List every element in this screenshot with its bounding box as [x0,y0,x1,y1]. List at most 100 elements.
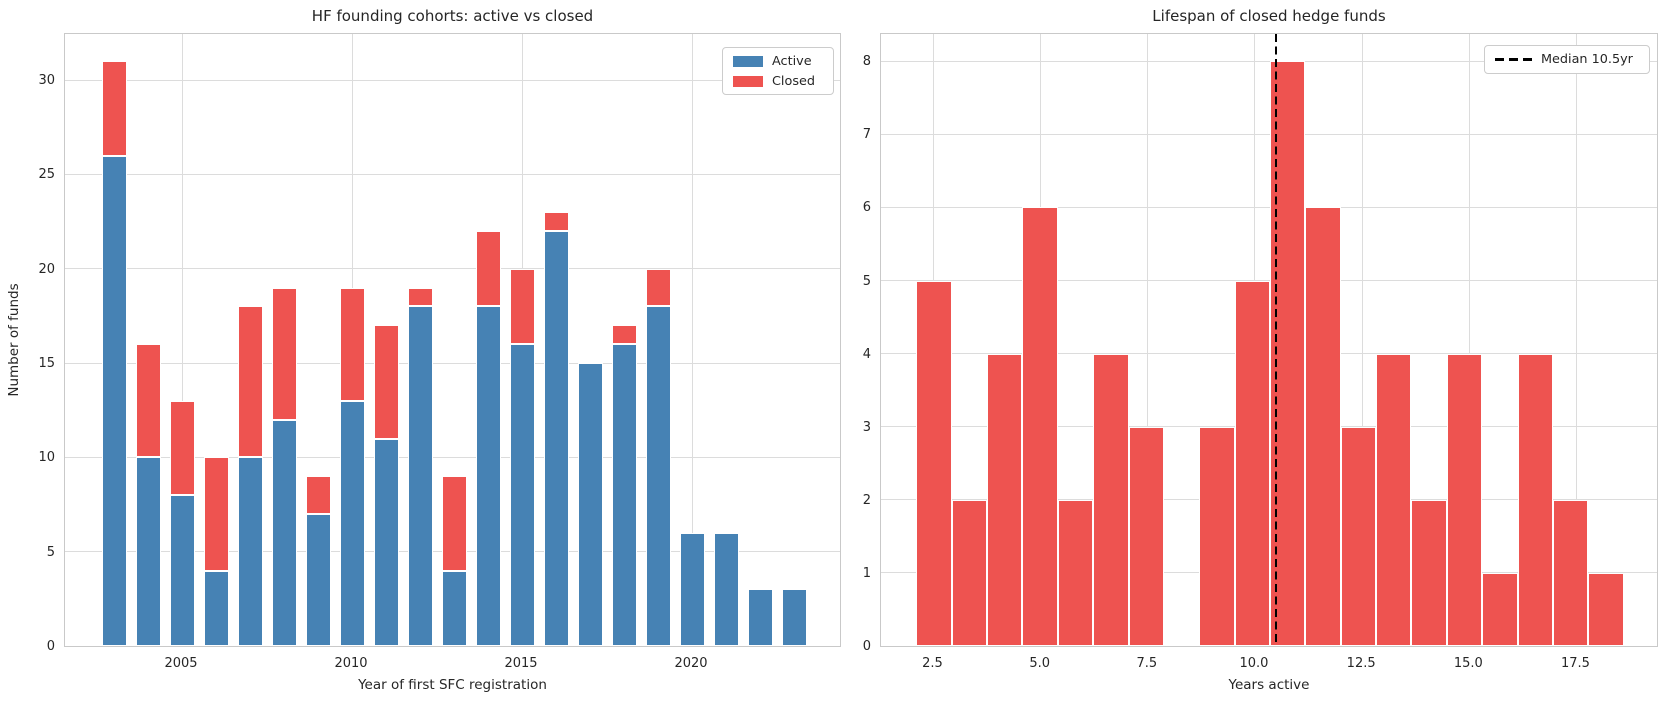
active-bar-segment [509,344,535,646]
y-axis-tick-label: 1 [862,565,871,581]
active-bar-segment [645,306,671,646]
active-bar-segment [543,231,569,646]
horizontal-gridline [65,79,840,81]
closed-bar-segment [271,287,297,420]
y-axis-tick-label: 30 [38,73,55,89]
y-axis-tick-label: 8 [862,54,871,70]
left-legend: Active Closed [722,47,834,95]
active-legend-swatch [733,55,763,67]
y-axis-tick-label: 5 [862,273,871,289]
y-axis-tick-label: 2 [862,492,871,508]
closed-bar-segment [543,212,569,232]
closed-bar-segment [509,268,535,345]
left-chart-title: HF founding cohorts: active vs closed [311,7,594,25]
median-legend-label: Median 10.5yr [1541,52,1633,67]
closed-bar-segment [237,306,263,458]
horizontal-gridline [65,173,840,175]
vertical-gridline [1468,34,1470,646]
closed-bar-segment [407,287,433,307]
closed-bar-segment [305,476,331,514]
histogram-bar [1128,426,1164,646]
x-axis-tick-label: 12.5 [1346,656,1376,671]
histogram-bar [1340,426,1377,646]
active-bar-segment [169,495,195,646]
histogram-bar [1482,572,1518,646]
legend-row-closed: Closed [733,74,823,89]
left-y-axis-label: Number of funds [6,283,22,397]
active-bar-segment [747,589,773,646]
x-axis-tick-label: 10.0 [1239,656,1269,671]
histogram-bar [1376,353,1412,646]
histogram-bar [1057,499,1094,646]
histogram-bar [1446,353,1483,646]
closed-bar-segment [135,344,161,458]
legend-row-active: Active [733,54,823,69]
closed-bar-segment [475,231,501,307]
horizontal-gridline [65,268,840,270]
histogram-bar [1093,353,1129,646]
closed-bar-segment [373,325,399,439]
y-axis-tick-label: 0 [46,639,55,654]
closed-bar-segment [611,325,637,345]
right-chart-title: Lifespan of closed hedge funds [1152,7,1386,25]
y-axis-tick-label: 25 [38,167,55,183]
left-plot-area: Active Closed [64,33,841,647]
y-axis-tick-label: 5 [46,544,55,560]
x-axis-tick-label: 2.5 [922,656,943,671]
histogram-bar [951,499,988,646]
x-axis-tick-label: 2005 [164,656,198,671]
closed-bar-segment [645,268,671,307]
active-bar-segment [305,513,331,646]
x-axis-tick-label: 15.0 [1453,656,1483,671]
active-bar-segment [611,344,637,646]
histogram-bar [987,353,1023,646]
histogram-bar [916,280,952,646]
x-axis-tick-label: 2015 [504,656,538,671]
vertical-gridline [1575,34,1577,646]
right-x-axis-label: Years active [1228,677,1310,693]
histogram-bar [1199,426,1235,646]
histogram-bar [1552,499,1589,646]
active-bar-segment [339,400,365,646]
active-legend-label: Active [772,53,812,69]
x-axis-tick-label: 17.5 [1561,656,1590,671]
vertical-gridline [181,34,183,646]
active-bar-segment [373,438,399,646]
active-bar-segment [679,532,705,646]
y-axis-tick-label: 3 [862,419,871,435]
x-axis-tick-label: 2010 [334,656,368,671]
y-axis-tick-label: 15 [38,356,55,372]
horizontal-gridline [65,456,840,458]
active-bar-segment [135,457,161,646]
histogram-bar [1517,353,1553,646]
y-axis-tick-label: 4 [862,346,871,362]
closed-bar-segment [203,457,229,571]
histogram-bar [1305,207,1341,646]
x-axis-tick-label: 5.0 [1029,656,1051,671]
vertical-gridline [1147,34,1149,646]
histogram-bar [1022,207,1058,646]
horizontal-gridline [881,133,1657,135]
active-bar-segment [577,363,603,646]
closed-bar-segment [101,61,127,156]
active-bar-segment [713,532,739,646]
active-bar-segment [781,589,807,646]
closed-legend-swatch [733,75,763,87]
y-axis-tick-label: 20 [38,261,55,277]
closed-legend-label: Closed [772,73,815,89]
active-bar-segment [407,306,433,646]
y-axis-tick-label: 0 [862,639,871,654]
median-line [1275,34,1278,646]
y-axis-tick-label: 7 [862,127,871,143]
closed-bar-segment [169,400,195,496]
histogram-bar [1234,280,1270,646]
right-legend: Median 10.5yr [1484,45,1650,74]
histogram-bar [1411,499,1447,646]
vertical-gridline [1361,34,1363,646]
vertical-gridline [691,34,693,646]
active-bar-segment [101,155,127,646]
histogram-bar [1588,572,1624,646]
y-axis-tick-label: 10 [38,450,55,466]
left-x-axis-label: Year of first SFC registration [358,677,547,693]
